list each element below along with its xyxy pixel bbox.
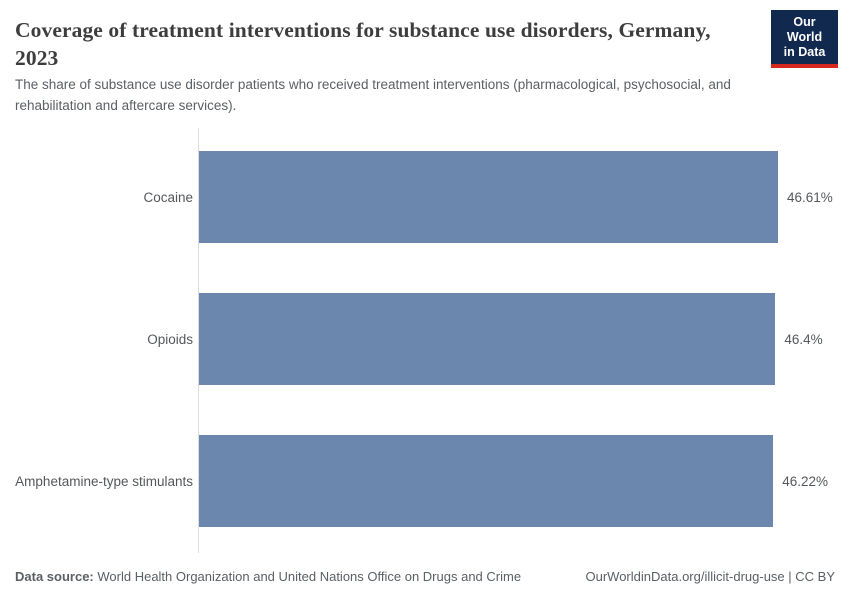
bar-cocaine[interactable] [199, 151, 778, 243]
owid-logo-line1: Our World [786, 15, 823, 44]
category-label-amphetamine-type-stimulants: Amphetamine-type stimulants [15, 473, 193, 489]
page-title: Coverage of treatment interventions for … [15, 18, 711, 70]
owid-credit-link[interactable]: OurWorldinData.org/illicit-drug-use | CC… [585, 569, 836, 584]
chart-subtitle: The share of substance use disorder pati… [15, 77, 731, 113]
bar-wrap-amphetamine-type-stimulants: 46.22% [199, 435, 850, 527]
bar-row-cocaine: Cocaine 46.61% [0, 151, 850, 243]
bar-chart: Cocaine 46.61% Opioids 46.4% Amphetamine… [0, 128, 850, 553]
value-label-cocaine: 46.61% [787, 189, 833, 205]
category-label-opioids: Opioids [147, 331, 193, 347]
chart-footer: Data source: World Health Organization a… [15, 567, 835, 587]
owid-logo[interactable]: Our World in Data [771, 10, 838, 68]
value-label-opioids: 46.4% [784, 331, 823, 347]
y-axis-line [198, 128, 199, 553]
bar-amphetamine-type-stimulants[interactable] [199, 435, 774, 527]
data-source: Data source: World Health Organization a… [15, 567, 521, 587]
owid-logo-line2: in Data [783, 45, 826, 59]
bar-wrap-opioids: 46.4% [199, 293, 850, 385]
bar-row-opioids: Opioids 46.4% [0, 293, 850, 385]
bar-opioids[interactable] [199, 293, 776, 385]
bar-row-amphetamine-type-stimulants: Amphetamine-type stimulants 46.22% [0, 435, 850, 527]
value-label-amphetamine-type-stimulants: 46.22% [782, 473, 828, 489]
category-label-cocaine: Cocaine [143, 189, 193, 205]
data-source-label: Data source: [15, 569, 94, 584]
data-source-text: World Health Organization and United Nat… [97, 569, 522, 584]
bar-wrap-cocaine: 46.61% [199, 151, 850, 243]
